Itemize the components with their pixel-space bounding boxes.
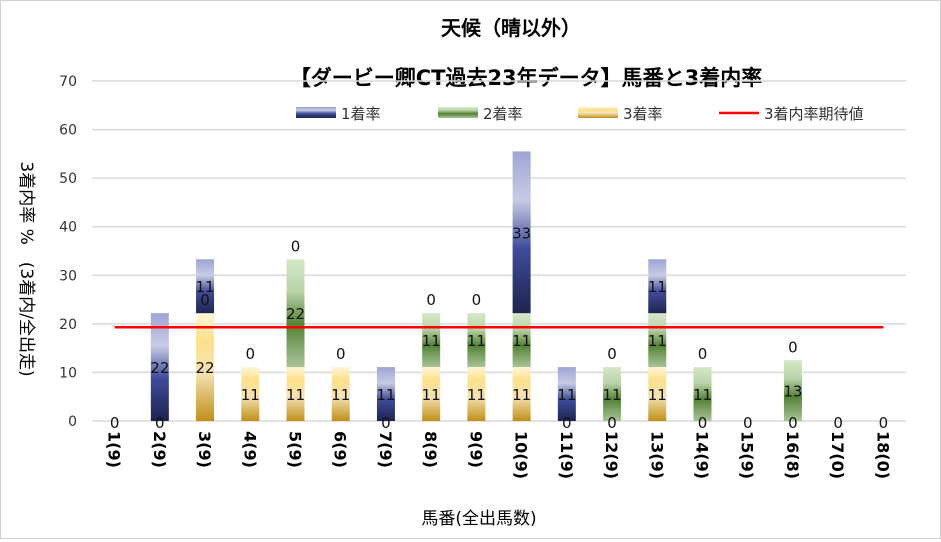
x-tick-label: 12(9) <box>602 431 621 479</box>
data-label: 0 <box>698 414 708 432</box>
bar-segment-3着率 <box>286 367 305 421</box>
data-label: 11 <box>241 386 260 404</box>
bar-segment-1着率 <box>557 367 576 421</box>
x-tick-label: 11(9) <box>557 431 576 479</box>
y-axis-title: 3着内率 % (3着内/全出走) <box>16 161 36 376</box>
data-label: 11 <box>648 386 667 404</box>
bar-segment-3着率 <box>331 367 350 421</box>
chart-title-line-1: 天候（晴以外） <box>441 16 581 40</box>
y-tick-label: 50 <box>59 171 77 187</box>
data-label: 11 <box>376 386 395 404</box>
data-label: 0 <box>246 345 256 363</box>
data-label: 0 <box>879 414 889 432</box>
x-tick-label: 5(9) <box>286 431 305 468</box>
data-label: 22 <box>150 359 169 377</box>
data-label: 0 <box>562 414 572 432</box>
bar-segment-2着率 <box>286 259 305 368</box>
chart-title-line-2: 【ダービー卿CT過去23年データ】馬番と3着内率 <box>290 66 763 90</box>
data-label: 0 <box>788 414 798 432</box>
legend-label: 2着率 <box>483 105 523 123</box>
data-label: 11 <box>648 332 667 350</box>
bar-segment-3着率 <box>648 367 667 421</box>
legend-swatch <box>578 107 618 118</box>
x-tick-label: 17(0) <box>828 431 847 479</box>
data-label: 22 <box>286 305 305 323</box>
data-label: 0 <box>291 237 301 255</box>
x-tick-label: 10(9) <box>512 431 531 479</box>
data-label: 0 <box>381 414 391 432</box>
data-label: 11 <box>693 386 712 404</box>
x-tick-label: 4(9) <box>240 431 259 468</box>
data-label: 0 <box>607 345 617 363</box>
x-tick-label: 13(9) <box>647 431 666 479</box>
x-tick-label: 3(9) <box>195 431 214 468</box>
data-label: 0 <box>472 291 482 309</box>
bar-segment-1着率 <box>150 313 169 421</box>
bar-segment-3着率 <box>512 367 531 421</box>
y-tick-label: 0 <box>68 414 77 430</box>
x-tick-label: 16(8) <box>783 431 802 479</box>
legend-label: 1着率 <box>341 105 381 123</box>
data-label: 0 <box>155 414 165 432</box>
bar-segment-3着率 <box>422 367 441 421</box>
data-label: 11 <box>603 386 622 404</box>
data-label: 11 <box>467 332 486 350</box>
data-label: 0 <box>788 338 798 356</box>
data-label: 0 <box>698 345 708 363</box>
data-label: 11 <box>422 386 441 404</box>
bar-segment-3着率 <box>196 313 215 421</box>
x-tick-label: 7(9) <box>376 431 395 468</box>
legend-label: 3着率 <box>623 105 663 123</box>
data-label: 11 <box>286 386 305 404</box>
data-label: 11 <box>512 386 531 404</box>
y-tick-label: 10 <box>59 365 77 381</box>
x-tick-label: 14(9) <box>693 431 712 479</box>
x-tick-label: 8(9) <box>421 431 440 468</box>
y-tick-label: 60 <box>59 123 77 139</box>
legend-label: 3着内率期待値 <box>764 105 864 123</box>
y-tick-label: 40 <box>59 220 77 236</box>
data-label: 22 <box>196 359 215 377</box>
data-label: 0 <box>743 414 753 432</box>
data-label: 33 <box>512 224 531 242</box>
x-tick-label: 1(9) <box>105 431 124 468</box>
legend-swatch <box>296 107 336 118</box>
bar-segment-2着率 <box>603 367 622 421</box>
bar-segment-2着率 <box>693 367 712 421</box>
data-label: 0 <box>200 291 210 309</box>
legend: 1着率 2着率 3着率 3着内率期待値 <box>296 105 864 123</box>
data-label: 11 <box>467 386 486 404</box>
x-tick-label: 18(0) <box>873 431 892 479</box>
data-label: 11 <box>196 278 215 296</box>
y-tick-label: 20 <box>59 317 77 333</box>
data-label: 11 <box>648 278 667 296</box>
data-label: 11 <box>557 386 576 404</box>
data-label: 0 <box>833 414 843 432</box>
data-label: 11 <box>422 332 441 350</box>
bar-segment-1着率 <box>376 367 395 421</box>
bar-segment-1着率 <box>512 151 531 314</box>
bar-segment-2着率 <box>783 360 802 421</box>
x-tick-label: 6(9) <box>331 431 350 468</box>
bar-segment-3着率 <box>241 367 260 421</box>
data-label: 11 <box>331 386 350 404</box>
x-tick-label: 2(9) <box>150 431 169 468</box>
y-tick-label: 70 <box>59 74 77 90</box>
legend-swatch <box>438 107 478 118</box>
y-tick-label: 30 <box>59 268 77 284</box>
data-label: 0 <box>336 345 346 363</box>
data-label: 0 <box>426 291 436 309</box>
bar-segment-1着率 <box>648 259 667 314</box>
data-label: 0 <box>607 414 617 432</box>
data-label: 0 <box>110 414 120 432</box>
x-tick-label: 15(9) <box>738 431 757 479</box>
data-label: 11 <box>512 332 531 350</box>
x-axis-title: 馬番(全出馬数) <box>421 509 536 529</box>
bar-segment-1着率 <box>196 259 215 314</box>
data-label: 13 <box>783 383 802 401</box>
bar-segment-3着率 <box>467 367 486 421</box>
x-tick-label: 9(9) <box>466 431 485 468</box>
